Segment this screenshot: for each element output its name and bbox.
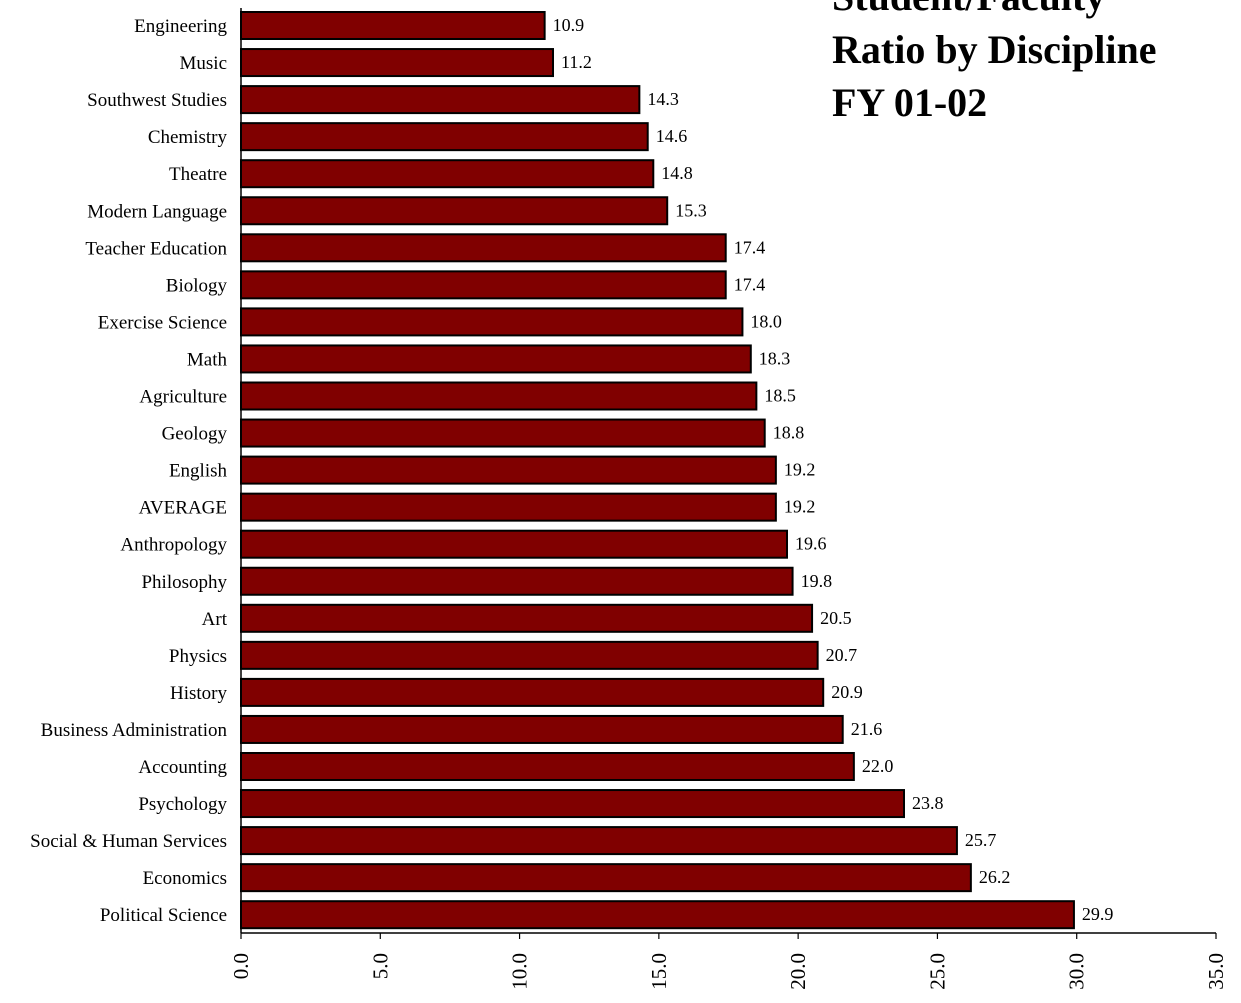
value-label: 18.8 xyxy=(773,423,805,443)
value-label: 17.4 xyxy=(734,237,766,257)
chart-title-line-2: Ratio by Discipline xyxy=(832,27,1157,72)
category-label: Accounting xyxy=(138,757,227,778)
value-label: 29.9 xyxy=(1082,904,1114,924)
value-label: 26.2 xyxy=(979,867,1011,887)
category-label: Geology xyxy=(162,424,228,445)
bar xyxy=(240,85,641,115)
bar xyxy=(240,48,554,78)
category-label: Anthropology xyxy=(120,535,227,556)
category-label: Exercise Science xyxy=(98,312,227,333)
value-label: 22.0 xyxy=(862,756,894,776)
bar xyxy=(240,603,814,633)
category-label: Modern Language xyxy=(87,201,227,222)
bar xyxy=(240,344,752,374)
chart-title-line-3: FY 01-02 xyxy=(832,80,988,125)
value-label: 20.7 xyxy=(826,645,858,665)
x-tick-label: 35.0 xyxy=(1204,953,1228,990)
bar xyxy=(240,122,649,152)
value-label: 20.9 xyxy=(831,682,863,702)
value-label: 19.8 xyxy=(801,571,833,591)
category-label: Agriculture xyxy=(139,387,227,408)
bar xyxy=(240,529,788,559)
category-label: Chemistry xyxy=(148,127,228,148)
bar xyxy=(240,492,777,522)
bar xyxy=(240,11,546,40)
category-label: Psychology xyxy=(138,794,227,815)
category-label: Southwest Studies xyxy=(87,90,227,111)
bar xyxy=(240,270,727,300)
bar xyxy=(240,863,972,893)
value-label: 25.7 xyxy=(965,830,997,850)
category-label: Economics xyxy=(143,868,227,889)
bar xyxy=(240,677,825,707)
x-tick-label: 20.0 xyxy=(786,953,810,990)
x-tick-label: 0.0 xyxy=(229,953,253,979)
bar xyxy=(240,381,758,411)
x-tick-label: 10.0 xyxy=(508,953,532,990)
value-label: 11.2 xyxy=(561,52,592,72)
bar xyxy=(240,714,844,744)
axis-layer: 0.0 5.0 10.0 15.0 20.0 25.0 30.0 35.0 xyxy=(229,8,1228,990)
category-label: English xyxy=(169,461,228,482)
value-labels-layer: 10.9 11.2 14.3 14.6 14.8 15.3 17.4 17.4 18.0 18.3… xyxy=(553,15,1114,924)
value-label: 23.8 xyxy=(912,793,944,813)
value-label: 15.3 xyxy=(675,200,707,220)
category-label: Teacher Education xyxy=(85,238,227,259)
category-label: Biology xyxy=(166,275,228,296)
value-label: 17.4 xyxy=(734,274,766,294)
category-label: Business Administration xyxy=(41,720,228,741)
value-label: 10.9 xyxy=(553,15,585,35)
category-label: Physics xyxy=(169,646,227,667)
bar xyxy=(240,196,669,226)
x-tick-label: 15.0 xyxy=(647,953,671,990)
category-labels-layer: Engineering Music Southwest Studies Chemist… xyxy=(30,16,228,926)
chart-title-line-1: Student/Faculty xyxy=(832,0,1232,23)
category-label: History xyxy=(170,683,228,704)
value-label: 14.3 xyxy=(647,89,679,109)
category-label: AVERAGE xyxy=(139,498,227,519)
value-label: 18.3 xyxy=(759,348,791,368)
bar xyxy=(240,900,1075,930)
value-label: 21.6 xyxy=(851,719,883,739)
category-label: Art xyxy=(202,609,228,630)
chart-title: Student/Faculty Ratio by Discipline FY 0… xyxy=(832,0,1232,129)
value-label: 20.5 xyxy=(820,608,852,628)
category-label: Engineering xyxy=(134,16,227,37)
bar xyxy=(240,752,855,781)
value-label: 14.6 xyxy=(656,126,688,146)
value-label: 19.2 xyxy=(784,460,816,480)
value-label: 18.0 xyxy=(750,311,782,331)
value-label: 18.5 xyxy=(764,386,796,406)
category-label: Philosophy xyxy=(141,572,227,593)
x-tick-label: 30.0 xyxy=(1065,953,1089,990)
category-label: Theatre xyxy=(169,164,227,185)
category-label: Social & Human Services xyxy=(30,831,227,852)
bar xyxy=(240,159,655,189)
x-tick-label: 25.0 xyxy=(925,953,949,990)
bar xyxy=(240,566,794,596)
bar xyxy=(240,455,777,485)
bar xyxy=(240,789,905,819)
bars-layer xyxy=(240,11,1075,930)
category-label: Music xyxy=(180,53,228,74)
x-tick-label: 5.0 xyxy=(368,953,392,979)
bar xyxy=(240,640,819,670)
value-label: 19.6 xyxy=(795,534,827,554)
bar xyxy=(240,307,744,337)
value-label: 14.8 xyxy=(661,163,693,183)
bar xyxy=(240,418,766,448)
bar xyxy=(240,826,958,856)
bar xyxy=(240,233,727,263)
category-label: Math xyxy=(187,349,228,370)
value-label: 19.2 xyxy=(784,497,816,517)
category-label: Political Science xyxy=(100,905,227,926)
